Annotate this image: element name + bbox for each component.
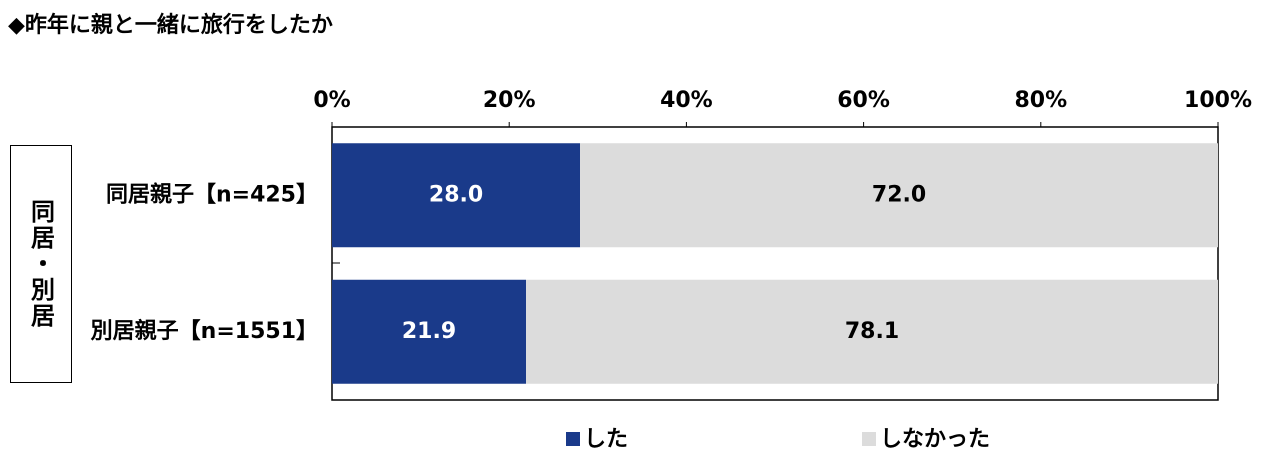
- category-label: 同居親子【n=425】: [106, 182, 318, 207]
- bar-segment: [526, 279, 1218, 384]
- group-box: 同居・別居: [10, 145, 72, 383]
- legend-swatch: [862, 432, 876, 446]
- bar-segment: [332, 279, 527, 384]
- x-tick-label: 20%: [483, 88, 536, 113]
- bar-segment: [332, 143, 581, 248]
- value-label: 28.0: [429, 182, 483, 207]
- category-label: 別居親子【n=1551】: [91, 319, 318, 344]
- value-label: 78.1: [845, 319, 899, 344]
- value-label: 72.0: [872, 182, 926, 207]
- bar-segment: [580, 143, 1218, 248]
- x-tick-label: 0%: [313, 88, 350, 113]
- x-tick-label: 100%: [1184, 88, 1252, 113]
- x-tick-label: 80%: [1014, 88, 1067, 113]
- legend-swatch: [566, 432, 580, 446]
- group-label: 同居・別居: [26, 199, 55, 329]
- chart-title: ◆昨年に親と一緒に旅行をしたか: [8, 12, 333, 38]
- legend-label: しなかった: [880, 427, 990, 452]
- legend-label: した: [584, 427, 628, 452]
- x-tick-label: 40%: [660, 88, 713, 113]
- value-label: 21.9: [402, 319, 456, 344]
- x-tick-label: 60%: [837, 88, 890, 113]
